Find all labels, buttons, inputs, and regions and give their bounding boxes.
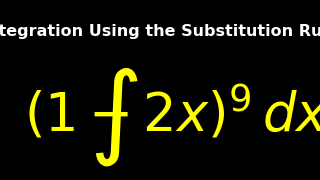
Text: Integration Using the Substitution Rule: Integration Using the Substitution Rule bbox=[0, 24, 320, 39]
Text: $(1-2x)^{9}\, dx$: $(1-2x)^{9}\, dx$ bbox=[24, 84, 320, 142]
Text: $\int$: $\int$ bbox=[89, 65, 139, 168]
